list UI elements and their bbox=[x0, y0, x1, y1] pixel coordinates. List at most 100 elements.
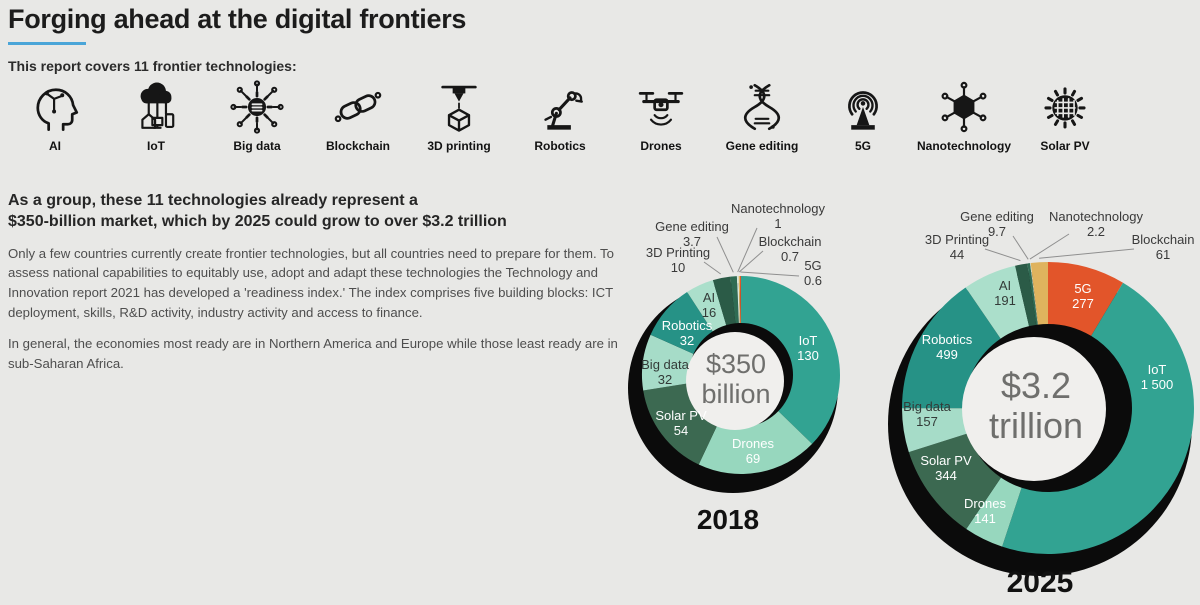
segment-3d-printing-2018 bbox=[712, 276, 736, 326]
callout-label-blockchain-2025: Blockchain 61 bbox=[1132, 232, 1195, 262]
donut-hole-2025 bbox=[962, 337, 1106, 481]
segment-drones-2025 bbox=[966, 477, 1022, 547]
leader-line-nanotechnology-2025 bbox=[1029, 233, 1070, 260]
segment-label-iot-2018: IoT 130 bbox=[797, 333, 819, 363]
segment-gene-editing-2025 bbox=[1027, 263, 1038, 325]
lead-line-1: As a group, these 11 technologies alread… bbox=[8, 192, 418, 209]
technology-item-ai: AI bbox=[6, 78, 104, 153]
segment-nanotechnology-2018 bbox=[736, 276, 740, 324]
segment-ai-2025 bbox=[965, 265, 1030, 339]
segment-solar-pv-2018 bbox=[643, 383, 719, 465]
3d-printing-icon bbox=[441, 85, 477, 132]
leader-line-gene-editing-2018 bbox=[716, 236, 734, 273]
leader-line-3d-printing-2018 bbox=[703, 261, 721, 275]
5g-icon bbox=[848, 91, 878, 130]
donut-hole-2018 bbox=[686, 332, 784, 430]
nanotechnology-icon bbox=[941, 81, 987, 133]
header-block: Forging ahead at the digital frontiers T… bbox=[8, 4, 648, 74]
leader-line-3d-printing-2025 bbox=[984, 248, 1021, 262]
segment-ai-2018 bbox=[687, 280, 727, 332]
technology-item-drones: Drones bbox=[612, 78, 710, 153]
segment-robotics-2025 bbox=[902, 287, 1001, 409]
segment-label-ai-2018: AI 16 bbox=[702, 290, 716, 320]
segment-robotics-2018 bbox=[650, 291, 713, 354]
technology-item-solar-pv: Solar PV bbox=[1016, 78, 1114, 153]
report-subtitle: This report covers 11 frontier technolog… bbox=[8, 58, 297, 74]
center-value-2025: $3.2 trillion bbox=[989, 365, 1083, 446]
drones-icon bbox=[638, 92, 684, 126]
callout-label-gene-editing-2025: Gene editing 9.7 bbox=[960, 209, 1034, 239]
intro-text-block: As a group, these 11 technologies alread… bbox=[8, 190, 622, 373]
callout-label-nanotechnology-2018: Nanotechnology 1 bbox=[731, 201, 825, 231]
technology-label: 5G bbox=[854, 139, 871, 153]
title-underline bbox=[8, 42, 86, 45]
segment-iot-2025 bbox=[1002, 282, 1195, 554]
robotics-icon bbox=[544, 91, 583, 130]
segment-label-robotics-2025: Robotics 499 bbox=[922, 332, 973, 362]
leader-line-gene-editing-2025 bbox=[1012, 235, 1029, 260]
technology-item-3d-printing: 3D printing bbox=[410, 78, 508, 153]
technology-item-nanotechnology: Nanotechnology bbox=[915, 78, 1013, 153]
lead-line-2: $350-billion market, which by 2025 could… bbox=[8, 213, 507, 231]
segment-label-drones-2018: Drones 69 bbox=[732, 436, 774, 466]
year-label-2018: 2018 bbox=[697, 504, 759, 535]
segment-blockchain-2025 bbox=[1030, 262, 1048, 325]
lead-statement: As a group, these 11 technologies alread… bbox=[8, 190, 622, 233]
gene-editing-icon bbox=[743, 83, 781, 131]
segment-label-big-data-2025: Big data 157 bbox=[903, 399, 951, 429]
leader-line-blockchain-2018 bbox=[738, 250, 764, 273]
intro-paragraph-1: Only a few countries currently create fr… bbox=[8, 245, 614, 320]
technology-label: Nanotechnology bbox=[916, 139, 1011, 153]
year-label-2025: 2025 bbox=[1007, 566, 1074, 599]
segment-label-iot-2025: IoT 1 500 bbox=[1141, 362, 1174, 392]
segment-blockchain-2018 bbox=[738, 276, 741, 324]
segment-big-data-2018 bbox=[642, 334, 694, 391]
solar-pv-icon bbox=[1044, 87, 1086, 129]
callout-label-blockchain-2018: Blockchain 0.7 bbox=[759, 234, 822, 264]
iot-icon bbox=[140, 82, 175, 129]
callout-label-3d-printing-2018: 3D Printing 10 bbox=[646, 245, 710, 275]
technology-item-iot: IoT bbox=[107, 78, 205, 153]
technology-label: Gene editing bbox=[725, 139, 799, 153]
technology-item-blockchain: Blockchain bbox=[309, 78, 407, 153]
segment-label-big-data-2018: Big data 32 bbox=[641, 357, 689, 387]
technology-label: Drones bbox=[640, 139, 682, 153]
segment-big-data-2025 bbox=[902, 408, 968, 453]
center-value-2018: $350 billion bbox=[701, 349, 770, 409]
technology-label: Blockchain bbox=[325, 139, 391, 153]
segment-iot-2018 bbox=[741, 276, 841, 444]
page-title: Forging ahead at the digital frontiers bbox=[8, 4, 467, 34]
technology-icons-row: AI IoT Big data Blockchain 3D printing R… bbox=[6, 78, 1114, 153]
technology-item-5g: 5G bbox=[814, 78, 912, 153]
technology-label: Solar PV bbox=[1040, 139, 1090, 153]
technology-label: 3D printing bbox=[427, 139, 491, 153]
callout-label-3d-printing-2025: 3D Printing 44 bbox=[925, 232, 989, 262]
segment-label-5g-2025: 5G 277 bbox=[1072, 281, 1094, 311]
segment-3d-printing-2025 bbox=[1015, 263, 1037, 327]
technology-label: IoT bbox=[147, 139, 165, 153]
callout-label-gene-editing-2018: Gene editing 3.7 bbox=[655, 219, 729, 249]
technology-label: Robotics bbox=[534, 139, 586, 153]
leader-line-nanotechnology-2018 bbox=[737, 227, 758, 273]
technology-item-gene-editing: Gene editing bbox=[713, 78, 811, 153]
technology-item-robotics: Robotics bbox=[511, 78, 609, 153]
segment-gene-editing-2018 bbox=[730, 276, 739, 324]
segment-label-solar-pv-2025: Solar PV 344 bbox=[920, 453, 972, 483]
segment-label-solar-pv-2018: Solar PV 54 bbox=[655, 408, 707, 438]
technology-label: Big data bbox=[233, 139, 281, 153]
segment-5g-2025 bbox=[1048, 262, 1124, 336]
segment-label-ai-2025: AI 191 bbox=[994, 278, 1016, 308]
intro-paragraph-2: In general, the economies most ready are… bbox=[8, 335, 618, 371]
blockchain-icon bbox=[334, 91, 382, 123]
segment-solar-pv-2025 bbox=[908, 433, 1001, 529]
callout-label-5g-2018: 5G 0.6 bbox=[804, 258, 822, 288]
segment-label-robotics-2018: Robotics 32 bbox=[662, 318, 713, 348]
ai-icon bbox=[36, 88, 79, 132]
technology-label: AI bbox=[49, 139, 61, 153]
segment-nanotechnology-2025 bbox=[1030, 263, 1039, 325]
segment-5g-2018 bbox=[739, 276, 741, 324]
leader-line-5g-2018 bbox=[740, 271, 800, 277]
leader-line-blockchain-2025 bbox=[1039, 248, 1135, 259]
